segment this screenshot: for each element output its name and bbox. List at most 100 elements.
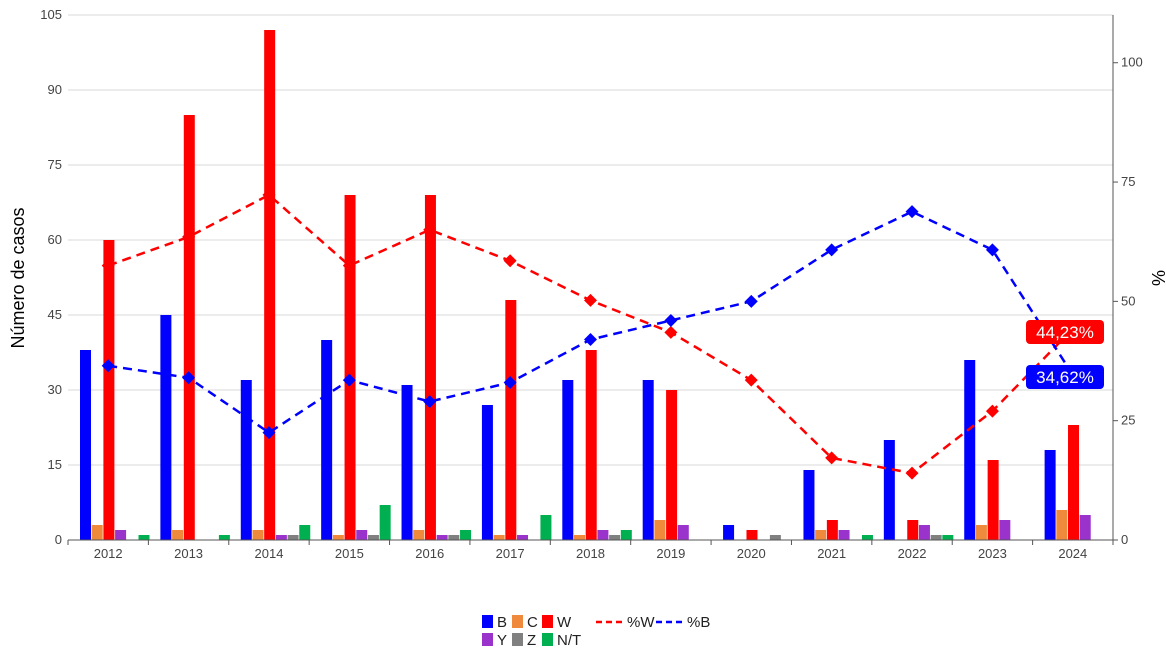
bar-b bbox=[723, 525, 735, 540]
bar-w bbox=[666, 390, 678, 540]
legend-swatch bbox=[542, 615, 553, 628]
bar-y bbox=[275, 535, 287, 540]
bar-nt bbox=[540, 515, 552, 540]
x-tick-label: 2012 bbox=[94, 546, 123, 561]
point-pct-w bbox=[825, 451, 839, 465]
legend-label: B bbox=[497, 614, 507, 631]
bar-w bbox=[826, 520, 838, 540]
point-pct-w bbox=[905, 466, 919, 480]
bar-nt bbox=[138, 535, 150, 540]
x-tick-label: 2014 bbox=[255, 546, 284, 561]
bar-z bbox=[769, 535, 781, 540]
bar-w bbox=[1068, 425, 1080, 540]
bar-b bbox=[401, 385, 413, 540]
x-tick-label: 2015 bbox=[335, 546, 364, 561]
bar-c bbox=[252, 530, 264, 540]
callout-box bbox=[1026, 320, 1104, 344]
point-pct-b bbox=[985, 243, 999, 257]
callout-label: 44,23% bbox=[1036, 323, 1094, 342]
legend-label: C bbox=[527, 614, 538, 631]
x-tick-label: 2020 bbox=[737, 546, 766, 561]
legend-swatch bbox=[482, 633, 493, 646]
bar-c bbox=[413, 530, 425, 540]
bar-z bbox=[448, 535, 460, 540]
bar-b bbox=[160, 315, 172, 540]
bar-nt bbox=[460, 530, 472, 540]
y-axis-title: Número de casos bbox=[8, 207, 28, 348]
bar-b bbox=[562, 380, 574, 540]
bar-c bbox=[493, 535, 505, 540]
point-pct-b bbox=[503, 376, 517, 389]
legend-swatch bbox=[482, 615, 493, 628]
legend-label: %B bbox=[687, 614, 710, 631]
bar-c bbox=[1056, 510, 1068, 540]
y-tick-label: 30 bbox=[48, 382, 62, 397]
bar-c bbox=[91, 525, 103, 540]
point-pct-w bbox=[182, 230, 196, 244]
legend-label: Z bbox=[527, 632, 536, 649]
point-pct-w bbox=[262, 188, 276, 202]
bar-w bbox=[264, 30, 276, 540]
point-pct-b bbox=[101, 359, 115, 373]
bar-y bbox=[356, 530, 368, 540]
bar-y bbox=[597, 530, 609, 540]
bar-y bbox=[918, 525, 930, 540]
point-pct-b bbox=[584, 333, 597, 347]
point-pct-w bbox=[985, 404, 999, 418]
bar-nt bbox=[299, 525, 311, 540]
legend-label: N/T bbox=[557, 632, 581, 649]
point-pct-b bbox=[744, 294, 758, 308]
point-pct-b bbox=[905, 205, 919, 219]
x-tick-label: 2013 bbox=[174, 546, 203, 561]
x-tick-label: 2022 bbox=[898, 546, 927, 561]
point-pct-w bbox=[101, 259, 115, 273]
bar-w bbox=[344, 195, 356, 540]
bar-y bbox=[1079, 515, 1091, 540]
point-pct-w bbox=[664, 325, 678, 339]
bar-c bbox=[172, 530, 184, 540]
bar-y bbox=[999, 520, 1011, 540]
bar-b bbox=[481, 405, 493, 540]
x-tick-label: 2021 bbox=[817, 546, 846, 561]
x-tick-label: 2023 bbox=[978, 546, 1007, 561]
bar-y bbox=[677, 525, 689, 540]
bar-c bbox=[815, 530, 827, 540]
bar-b bbox=[80, 350, 91, 540]
y-tick-label: 15 bbox=[48, 457, 62, 472]
point-pct-w bbox=[423, 223, 437, 237]
bar-w bbox=[585, 350, 597, 540]
bar-w bbox=[424, 195, 436, 540]
x-tick-label: 2024 bbox=[1058, 546, 1087, 561]
bar-y bbox=[517, 535, 529, 540]
legend-label: %W bbox=[627, 614, 655, 631]
bar-y bbox=[436, 535, 448, 540]
bar-y bbox=[115, 530, 127, 540]
y-tick-label: 60 bbox=[48, 232, 62, 247]
bar-w bbox=[907, 520, 919, 540]
point-pct-w bbox=[503, 254, 517, 268]
bar-nt bbox=[379, 505, 391, 540]
y2-tick-label: 75 bbox=[1121, 174, 1135, 189]
bar-c bbox=[574, 535, 586, 540]
bar-nt bbox=[218, 535, 230, 540]
legend-swatch bbox=[512, 615, 523, 628]
y-tick-label: 0 bbox=[55, 532, 62, 547]
y-tick-label: 45 bbox=[48, 307, 62, 322]
point-pct-b bbox=[423, 395, 437, 409]
point-pct-b bbox=[262, 426, 276, 440]
x-tick-label: 2018 bbox=[576, 546, 605, 561]
bar-b bbox=[964, 360, 976, 540]
bar-z bbox=[287, 535, 299, 540]
point-pct-b bbox=[825, 243, 839, 257]
callout-label: 34,62% bbox=[1036, 368, 1094, 387]
bar-z bbox=[609, 535, 621, 540]
bar-b bbox=[240, 380, 252, 540]
bar-w bbox=[987, 460, 999, 540]
bar-c bbox=[332, 535, 344, 540]
bar-z bbox=[930, 535, 942, 540]
x-tick-label: 2016 bbox=[415, 546, 444, 561]
y2-axis-title: % bbox=[1148, 270, 1166, 286]
x-tick-label: 2019 bbox=[656, 546, 685, 561]
x-tick-label: 2017 bbox=[496, 546, 525, 561]
y-tick-label: 75 bbox=[48, 157, 62, 172]
